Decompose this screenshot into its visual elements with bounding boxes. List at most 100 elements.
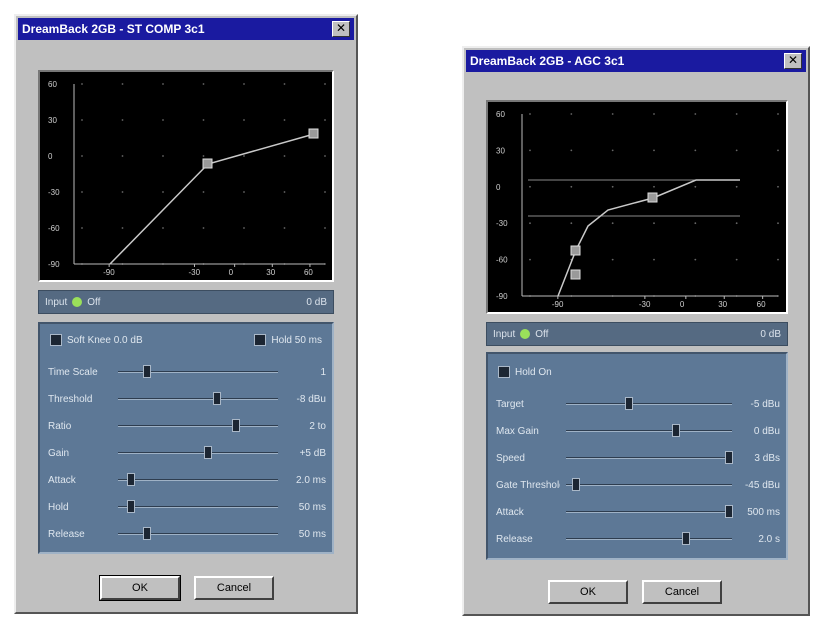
slider-thumb[interactable] <box>681 532 690 545</box>
hold-checkbox[interactable]: Hold On <box>498 366 552 378</box>
window-title: DreamBack 2GB - AGC 3c1 <box>470 54 625 68</box>
slider-thumb[interactable] <box>671 424 680 437</box>
grid-dot <box>653 222 655 225</box>
curve-handle[interactable] <box>308 128 319 139</box>
parameter-value: -8 dBu <box>296 393 326 405</box>
grid-dot <box>529 258 531 261</box>
curve-handle[interactable] <box>202 158 213 169</box>
slider-track[interactable] <box>566 478 732 491</box>
parameter-value: -45 dBu <box>744 479 780 491</box>
parameter-value: -5 dBu <box>750 398 780 410</box>
x-tick-label: -30 <box>188 268 200 277</box>
slider-thumb[interactable] <box>232 419 241 432</box>
slider-track[interactable] <box>566 451 733 464</box>
grid-dot <box>324 83 326 85</box>
grid-dot <box>283 83 286 85</box>
title-bar[interactable]: DreamBack 2GB - ST COMP 3c1 ✕ <box>18 18 354 40</box>
parameter-row: Release 2.0 s <box>488 529 786 549</box>
slider-thumb[interactable] <box>625 397 634 410</box>
y-tick-label: 60 <box>496 110 505 119</box>
window-title: DreamBack 2GB - ST COMP 3c1 <box>22 22 205 36</box>
cancel-button[interactable]: Cancel <box>194 576 274 600</box>
curve-handle[interactable] <box>647 192 658 203</box>
slider-track[interactable] <box>566 532 732 545</box>
slider-thumb[interactable] <box>126 473 135 486</box>
grid-dot <box>121 119 124 121</box>
slider-thumb[interactable] <box>724 505 733 518</box>
grid-dot <box>202 191 205 193</box>
grid-dot <box>121 155 124 157</box>
slider-track[interactable] <box>566 397 732 410</box>
grid-dot <box>653 185 655 188</box>
cancel-button[interactable]: Cancel <box>642 580 722 604</box>
slider-track[interactable] <box>118 500 278 513</box>
parameter-row: Speed 3 dBs <box>488 448 786 468</box>
curve-handle[interactable] <box>570 245 581 256</box>
grid-dot <box>81 191 83 193</box>
status-bar: Input Off 0 dB <box>38 290 334 314</box>
grid-dot <box>121 83 124 85</box>
soft-knee-checkbox[interactable]: Soft Knee 0.0 dB <box>50 334 143 346</box>
parameter-label: Gain <box>48 447 70 459</box>
transfer-curve-graph[interactable]: 60 30 0 -30 -60 -90 -90 -30 0 30 60 <box>486 100 788 314</box>
slider-track[interactable] <box>118 527 278 540</box>
status-label: Input <box>493 328 516 340</box>
grid-dot <box>202 119 205 121</box>
grid-dot <box>735 149 738 152</box>
parameter-value: 50 ms <box>298 501 326 513</box>
transfer-curve-graph[interactable]: 60 30 0 -30 -60 -90 -90 -30 0 30 60 <box>38 70 334 282</box>
parameter-panel: Soft Knee 0.0 dB Hold 50 ms Time Scale 1 T… <box>38 322 334 554</box>
slider-thumb[interactable] <box>571 478 580 491</box>
slider-thumb[interactable] <box>203 446 212 459</box>
slider-track[interactable] <box>566 424 732 437</box>
parameter-value: 500 ms <box>747 506 780 518</box>
close-button[interactable]: ✕ <box>332 21 350 37</box>
status-level: 0 dB <box>760 328 781 340</box>
checkbox-icon <box>498 366 510 378</box>
y-tick-label: -90 <box>48 260 60 269</box>
hold-checkbox[interactable]: Hold 50 ms <box>254 334 322 346</box>
ok-button[interactable]: OK <box>99 575 181 601</box>
grid-dot <box>777 113 779 115</box>
slider-track[interactable] <box>118 419 278 432</box>
curve-handle[interactable] <box>570 269 581 280</box>
checkbox-icon <box>254 334 267 346</box>
ok-button[interactable]: OK <box>548 580 628 604</box>
slider-track[interactable] <box>118 446 278 459</box>
grid-dot <box>81 83 83 85</box>
parameter-row: Gain +5 dB <box>40 443 332 463</box>
parameter-row: Gate Threshold -45 dBu <box>488 475 786 495</box>
grid-dot <box>324 227 326 229</box>
parameter-value: 1 <box>320 366 326 378</box>
grid-dot <box>570 149 573 152</box>
parameter-label: Time Scale <box>48 366 98 378</box>
close-button[interactable]: ✕ <box>784 53 802 69</box>
graph-svg: 60 30 0 -30 -60 -90 -90 -30 0 30 60 <box>48 80 326 277</box>
title-bar[interactable]: DreamBack 2GB - AGC 3c1 ✕ <box>466 50 806 72</box>
y-tick-label: -60 <box>48 224 60 233</box>
soft-knee-label: Soft Knee 0.0 dB <box>67 334 143 346</box>
x-tick-label: -90 <box>552 300 564 309</box>
x-tick-label: 30 <box>266 268 275 277</box>
grid-dot <box>694 185 697 188</box>
slider-track[interactable] <box>118 365 278 378</box>
parameter-label: Hold <box>48 501 69 513</box>
slider-thumb[interactable] <box>126 500 135 513</box>
slider-thumb[interactable] <box>724 451 733 464</box>
grid-dot <box>777 258 779 261</box>
grid-dot <box>611 258 614 261</box>
slider-thumb[interactable] <box>142 527 151 540</box>
parameter-label: Target <box>496 398 524 410</box>
slider-thumb[interactable] <box>213 392 222 405</box>
grid-dot <box>777 149 779 152</box>
slider-track[interactable] <box>566 505 733 518</box>
parameter-label: Threshold <box>48 393 93 405</box>
grid-dot <box>283 227 286 229</box>
slider-track[interactable] <box>118 392 278 405</box>
grid-dot <box>162 155 164 157</box>
parameter-row: Ratio 2 to <box>40 416 332 436</box>
grid-dot <box>243 119 245 121</box>
slider-thumb[interactable] <box>142 365 151 378</box>
parameter-value: 2.0 s <box>758 533 780 545</box>
slider-track[interactable] <box>118 473 278 486</box>
